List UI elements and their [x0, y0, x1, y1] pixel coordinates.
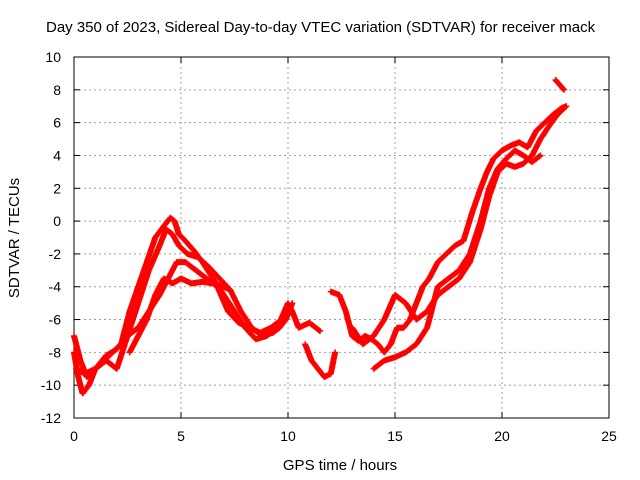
tick-marks [73, 56, 610, 419]
y-tick-label: -8 [49, 344, 62, 360]
series-track-6 [327, 103, 570, 356]
plot-border [73, 56, 610, 419]
x-axis-label: GPS time / hours [283, 457, 397, 474]
y-tick-label: 6 [53, 115, 61, 131]
series-track-4 [126, 275, 234, 356]
x-tick-label: 15 [387, 428, 403, 444]
y-tick-label: 8 [53, 82, 61, 98]
y-tick-label: 4 [53, 147, 61, 163]
data-point [317, 328, 324, 334]
plot-frame [73, 56, 610, 419]
data-point [332, 349, 339, 356]
chart-title: Day 350 of 2023, Sidereal Day-to-day VTE… [46, 19, 596, 36]
y-tick-label: 0 [53, 213, 61, 229]
series-track-5 [302, 341, 339, 380]
y-axis-label: SDTVAR / TECUs [6, 178, 23, 298]
y-tick-label: -12 [41, 410, 61, 426]
data-point [560, 86, 567, 92]
series-track-8 [370, 147, 544, 372]
data-point [562, 104, 569, 110]
data-series [71, 77, 570, 397]
x-tick-label: 5 [177, 428, 185, 444]
x-tick-label: 10 [280, 428, 296, 444]
y-tick-label: -2 [49, 246, 62, 262]
y-tick-label: -4 [49, 279, 62, 295]
series-track-2 [71, 226, 296, 397]
data-point [561, 86, 568, 93]
y-tick-label: 10 [45, 49, 61, 65]
data-point [227, 287, 234, 293]
y-tick-label: 2 [53, 180, 61, 196]
series-track-7 [349, 103, 570, 348]
x-tick-label: 25 [601, 428, 617, 444]
data-point [563, 103, 570, 110]
series-track-9 [552, 77, 568, 93]
data-point [537, 152, 544, 159]
y-tick-label: -6 [49, 312, 62, 328]
y-tick-label: -10 [41, 377, 61, 393]
x-tick-labels: 0 5 10 15 20 25 [70, 428, 617, 444]
x-tick-label: 20 [494, 428, 510, 444]
data-point [285, 308, 291, 315]
x-tick-label: 0 [70, 428, 78, 444]
y-tick-labels: -12 -10 -8 -6 -4 -2 0 2 4 6 8 10 [41, 49, 61, 426]
data-point [289, 300, 296, 307]
